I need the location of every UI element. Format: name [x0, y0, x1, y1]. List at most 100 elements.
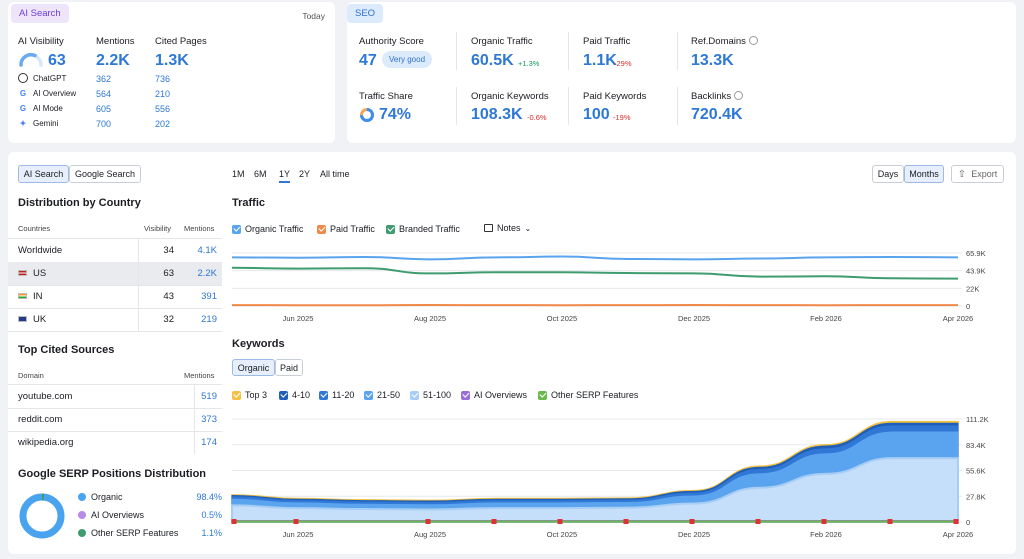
ref-domains-value[interactable]: 13.3K — [691, 52, 734, 69]
range-option[interactable]: 2Y — [299, 169, 311, 179]
paid-keywords-value[interactable]: 100 — [583, 106, 610, 123]
legend-item[interactable]: 11-20 — [319, 390, 354, 400]
checkbox-icon[interactable] — [386, 224, 395, 234]
checkbox-icon[interactable] — [461, 390, 470, 400]
event-marker[interactable] — [425, 519, 431, 524]
checkbox-icon[interactable] — [410, 390, 419, 400]
cited-pages-value[interactable]: 1.3K — [155, 52, 189, 69]
platform-cited[interactable]: 736 — [155, 74, 171, 84]
country-row[interactable]: UK 32 219 — [8, 308, 222, 332]
event-marker[interactable] — [231, 519, 237, 524]
info-icon[interactable] — [748, 36, 758, 45]
sources-title: Top Cited Sources — [18, 344, 115, 356]
in-flag-icon — [18, 293, 27, 299]
months-button[interactable]: Months — [904, 165, 944, 183]
ai-visibility-value[interactable]: 63 — [48, 52, 66, 69]
checkbox-icon[interactable] — [232, 390, 241, 400]
country-mentions[interactable]: 219 — [201, 314, 217, 325]
traffic-chart: 0 22K 43.9K 65.9K Jun 2025 Aug 2025 Oct 2025 De… — [231, 249, 986, 323]
legend-item[interactable]: Top 3 — [232, 390, 267, 400]
checkbox-icon[interactable] — [317, 224, 326, 234]
country-mentions[interactable]: 4.1K — [197, 245, 217, 256]
checkbox-icon[interactable] — [319, 390, 328, 400]
sources-header-domain: Domain — [18, 371, 44, 380]
checkbox-icon[interactable] — [538, 390, 547, 400]
country-mentions[interactable]: 391 — [201, 291, 217, 302]
series-line-organic-traffic[interactable] — [231, 255, 959, 261]
keywords-title: Keywords — [232, 338, 285, 350]
notes-button[interactable]: Notes ⌄ — [484, 223, 531, 233]
checkbox-icon[interactable] — [364, 390, 373, 400]
toggle-google-search[interactable]: Google Search — [69, 165, 141, 183]
event-marker[interactable] — [953, 519, 959, 524]
source-row[interactable]: reddit.com 373 — [8, 408, 222, 432]
legend-item[interactable]: Paid Traffic — [317, 224, 375, 234]
platform-cited[interactable]: 210 — [155, 89, 171, 99]
legend-label: 51-100 — [423, 390, 452, 400]
toggle-ai-search[interactable]: AI Search — [18, 165, 69, 183]
range-option[interactable]: 6M — [254, 169, 267, 179]
platform-mentions[interactable]: 700 — [96, 119, 112, 129]
range-option[interactable]: All time — [320, 169, 350, 179]
source-mentions[interactable]: 174 — [201, 437, 217, 448]
range-option[interactable]: 1M — [232, 169, 245, 179]
info-icon[interactable] — [733, 91, 743, 100]
days-button[interactable]: Days — [872, 165, 904, 183]
legend-item[interactable]: Branded Traffic — [386, 224, 460, 234]
event-marker[interactable] — [689, 519, 695, 524]
legend-item[interactable]: 4-10 — [279, 390, 310, 400]
organic-keywords-value[interactable]: 108.3K — [471, 106, 523, 123]
country-row[interactable]: Worldwide 34 4.1K — [8, 239, 222, 263]
event-marker[interactable] — [491, 519, 497, 524]
event-marker[interactable] — [755, 519, 761, 524]
y-tick-label: 83.4K — [966, 441, 986, 450]
source-mentions[interactable]: 519 — [201, 391, 217, 402]
event-marker[interactable] — [557, 519, 563, 524]
serp-legend-item: Other SERP Features — [78, 528, 178, 538]
event-marker[interactable] — [623, 519, 629, 524]
x-tick-label: Jun 2025 — [283, 314, 314, 323]
country-row[interactable]: IN 43 391 — [8, 285, 222, 309]
source-mentions[interactable]: 373 — [201, 414, 217, 425]
series-area-51-100[interactable] — [231, 457, 959, 523]
legend-label: Top 3 — [245, 390, 268, 400]
x-tick-label: Apr 2026 — [943, 530, 973, 539]
legend-label: Paid Traffic — [330, 224, 375, 234]
platform-cited[interactable]: 202 — [155, 119, 171, 129]
platform-mentions[interactable]: 605 — [96, 104, 112, 114]
ref-domains-label: Ref.Domains — [691, 36, 758, 47]
legend-item[interactable]: Organic Traffic — [232, 224, 303, 234]
legend-item[interactable]: 21-50 — [364, 390, 400, 400]
platform-mentions[interactable]: 362 — [96, 74, 112, 84]
country-row[interactable]: US 63 2.2K — [8, 262, 222, 286]
series-line-branded-traffic[interactable] — [231, 266, 959, 280]
toggle-paid[interactable]: Paid — [275, 359, 303, 376]
country-name: UK — [33, 314, 47, 325]
event-marker[interactable] — [821, 519, 827, 524]
traffic-share-value[interactable]: 74% — [379, 106, 412, 123]
seo-tab[interactable]: SEO — [347, 4, 384, 23]
series-area-other-serp-features[interactable] — [231, 520, 959, 523]
backlinks-value[interactable]: 720.4K — [691, 106, 743, 123]
legend-item[interactable]: Other SERP Features — [538, 390, 638, 400]
ai-search-tab[interactable]: AI Search — [11, 4, 69, 23]
country-mentions[interactable]: 2.2K — [197, 268, 217, 279]
checkbox-icon[interactable] — [232, 224, 241, 234]
platform-cited[interactable]: 556 — [155, 104, 171, 114]
source-row[interactable]: youtube.com 519 — [8, 385, 222, 409]
traffic-title: Traffic — [232, 197, 266, 209]
range-option[interactable]: 1Y — [279, 169, 291, 183]
checkbox-icon[interactable] — [279, 390, 288, 400]
export-button[interactable]: ⇧ Export — [951, 165, 1004, 183]
authority-score-value[interactable]: 47 — [359, 52, 377, 69]
legend-item[interactable]: 51-100 — [410, 390, 451, 400]
mentions-value[interactable]: 2.2K — [96, 52, 130, 69]
toggle-organic[interactable]: Organic — [232, 359, 275, 376]
legend-item[interactable]: AI Overviews — [461, 390, 527, 400]
paid-traffic-value[interactable]: 1.1K — [583, 52, 617, 69]
event-marker[interactable] — [887, 519, 893, 524]
organic-traffic-value[interactable]: 60.5K — [471, 52, 514, 69]
event-marker[interactable] — [293, 519, 299, 524]
source-row[interactable]: wikipedia.org 174 — [8, 431, 222, 454]
platform-mentions[interactable]: 564 — [96, 89, 112, 99]
